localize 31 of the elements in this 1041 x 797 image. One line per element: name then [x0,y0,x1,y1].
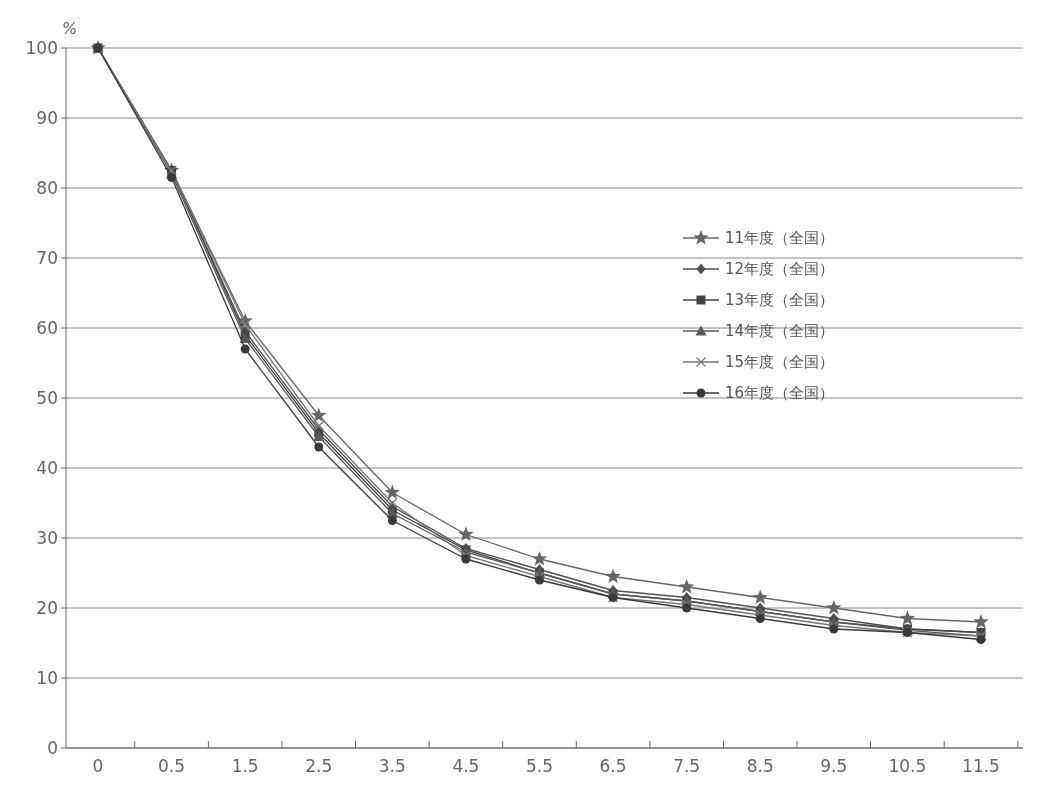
x-tick-label: 11.5 [962,756,1000,776]
legend-label: 12年度（全国） [725,260,835,279]
legend-label: 15年度（全国） [725,353,835,372]
y-tick-label: 10 [36,667,58,688]
x-tick-label: 0.5 [158,756,186,776]
y-tick-label: 90 [36,107,58,128]
y-tick-label: 80 [36,177,58,198]
x-tick-label: 9.5 [820,756,848,776]
x-tick-label: 0 [92,756,104,776]
x-tick-label: 8.5 [746,756,774,776]
x-tick-label: 4.5 [452,756,480,776]
y-tick-label: 20 [36,597,58,618]
x-tick-label: 1.5 [231,756,259,776]
x-tick-label: 3.5 [378,756,406,776]
y-tick-label: 30 [36,527,58,548]
legend-label: 16年度（全国） [725,384,835,403]
y-tick-label: 40 [36,457,58,478]
x-tick-label: 2.5 [305,756,333,776]
y-tick-label: 100 [25,37,58,58]
x-tick-label: 5.5 [525,756,554,776]
x-tick-label: 6.5 [599,756,627,776]
legend-label: 11年度（全国） [725,229,835,248]
y-tick-label: 50 [36,387,58,408]
legend-label: 14年度（全国） [725,322,835,341]
legend-label: 13年度（全国） [725,291,835,310]
y-tick-label: 60 [36,317,58,338]
x-tick-label: 10.5 [888,756,927,776]
y-axis-title: % [62,19,78,38]
x-tick-label: 7.5 [673,756,701,776]
y-tick-label: 70 [36,247,58,268]
y-tick-label: 0 [47,737,58,758]
